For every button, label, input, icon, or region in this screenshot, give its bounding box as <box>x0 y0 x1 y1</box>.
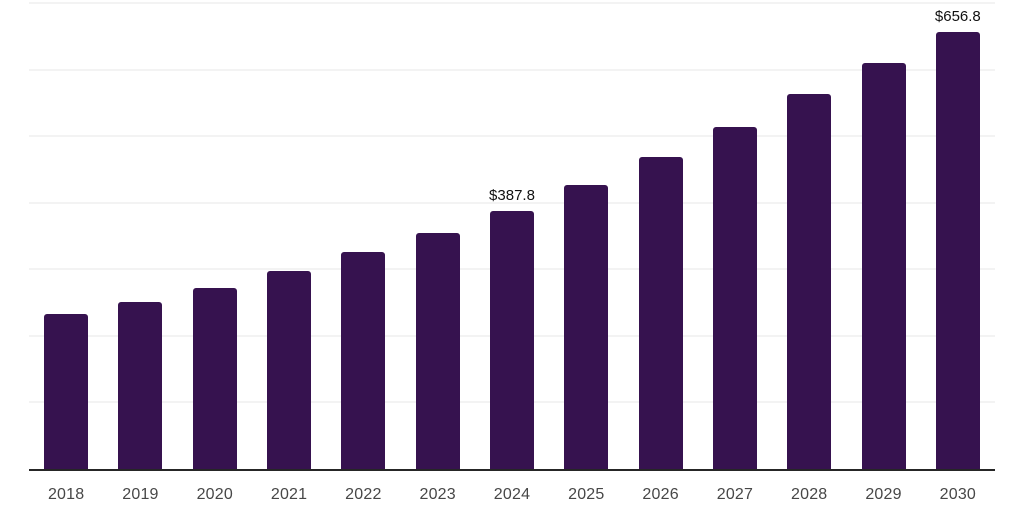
bar-2025 <box>564 184 609 469</box>
x-tick-2029: 2029 <box>865 486 902 503</box>
bar-2022 <box>341 252 386 469</box>
bar-2029 <box>861 63 906 469</box>
bar-2028 <box>787 93 832 469</box>
gridline-700 <box>29 2 995 4</box>
bar-2020 <box>192 287 237 469</box>
bar-2026 <box>638 156 683 469</box>
x-axis-line <box>29 469 995 471</box>
gridline-500 <box>29 135 995 138</box>
x-tick-2028: 2028 <box>791 486 828 503</box>
bar-2021 <box>267 271 312 469</box>
x-tick-2026: 2026 <box>642 486 679 503</box>
x-tick-2023: 2023 <box>419 486 456 503</box>
x-tick-2022: 2022 <box>345 486 382 503</box>
bar-2019 <box>118 302 163 469</box>
x-tick-2025: 2025 <box>568 486 605 503</box>
gridline-600 <box>29 68 995 71</box>
x-tick-2020: 2020 <box>196 486 233 503</box>
bar-2018 <box>44 314 89 469</box>
data-label-2030: $656.8 <box>934 7 981 25</box>
bar-2023 <box>415 232 460 469</box>
x-tick-2024: 2024 <box>493 486 531 503</box>
bar-2024 <box>490 210 534 469</box>
bar-2027 <box>712 126 757 469</box>
x-tick-2030: 2030 <box>939 486 977 503</box>
x-tick-2019: 2019 <box>122 486 159 503</box>
data-label-2024: $387.8 <box>489 186 535 204</box>
gridline-400 <box>29 201 995 204</box>
bar-2030 <box>935 31 980 469</box>
x-tick-2021: 2021 <box>270 486 308 503</box>
x-tick-2018: 2018 <box>47 486 85 503</box>
x-tick-2027: 2027 <box>716 486 754 503</box>
